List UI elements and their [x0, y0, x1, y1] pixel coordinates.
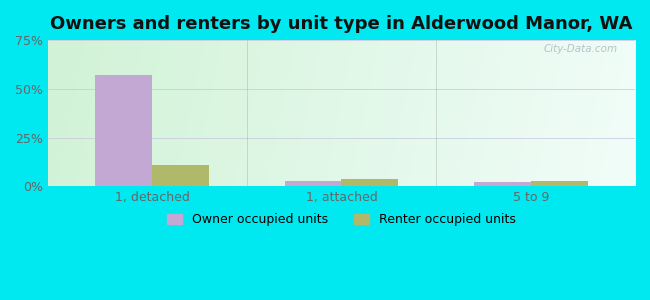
Title: Owners and renters by unit type in Alderwood Manor, WA: Owners and renters by unit type in Alder…	[50, 15, 632, 33]
Bar	[474, 182, 531, 186]
Bar	[341, 178, 398, 186]
Legend: Owner occupied units, Renter occupied units: Owner occupied units, Renter occupied un…	[162, 208, 521, 231]
Bar	[531, 181, 588, 186]
Bar	[152, 165, 209, 186]
Text: City-Data.com: City-Data.com	[543, 44, 618, 55]
Bar	[95, 75, 152, 186]
Bar	[285, 181, 341, 186]
